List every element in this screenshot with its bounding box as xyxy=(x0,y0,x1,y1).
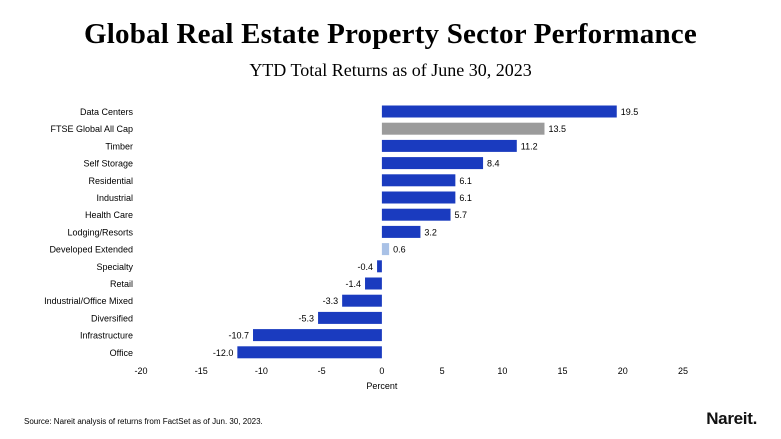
data-label: 6.1 xyxy=(459,176,472,186)
category-label: Office xyxy=(110,348,133,358)
category-label: Timber xyxy=(105,141,133,151)
bar xyxy=(381,122,545,135)
data-label: 11.2 xyxy=(521,141,538,151)
data-label: -1.4 xyxy=(346,279,362,289)
x-tick-label: 25 xyxy=(678,366,688,376)
category-label: Lodging/Resorts xyxy=(67,227,133,237)
x-axis-label: Percent xyxy=(366,381,398,391)
data-label: -5.3 xyxy=(299,313,315,323)
bar xyxy=(381,105,617,118)
bar xyxy=(365,277,382,290)
category-label: Infrastructure xyxy=(80,331,133,341)
bar xyxy=(381,174,456,187)
category-label: Specialty xyxy=(96,262,133,272)
x-tick-label: -5 xyxy=(318,366,326,376)
category-label: Health Care xyxy=(85,210,133,220)
category-label: Data Centers xyxy=(80,107,134,117)
bar xyxy=(381,191,456,204)
data-label: -0.4 xyxy=(358,262,374,272)
bar xyxy=(381,157,484,170)
data-label: 3.2 xyxy=(424,227,437,237)
bar xyxy=(253,329,382,342)
bar xyxy=(381,225,421,238)
category-label: Industrial xyxy=(96,193,133,203)
category-label: FTSE Global All Cap xyxy=(50,124,133,134)
data-label: 13.5 xyxy=(548,124,566,134)
x-tick-label: 20 xyxy=(618,366,628,376)
data-label: 5.7 xyxy=(455,210,468,220)
x-tick-label: -10 xyxy=(255,366,268,376)
bar xyxy=(377,260,382,273)
bar xyxy=(342,294,382,307)
category-label: Industrial/Office Mixed xyxy=(44,296,133,306)
x-tick-label: -20 xyxy=(134,366,147,376)
bar-chart: Data Centers 19.5 FTSE Global All Cap 13.5 T… xyxy=(44,105,688,391)
bar xyxy=(381,139,517,152)
category-label: Retail xyxy=(110,279,133,289)
chart-title: Global Real Estate Property Sector Perfo… xyxy=(84,18,697,50)
bar xyxy=(381,208,451,221)
source-note: Source: Nareit analysis of returns from … xyxy=(24,417,263,426)
bar xyxy=(237,346,382,359)
data-label: 8.4 xyxy=(487,159,500,169)
data-label: -3.3 xyxy=(323,296,339,306)
bar xyxy=(318,311,382,324)
x-tick-label: 5 xyxy=(440,366,445,376)
data-label: -12.0 xyxy=(213,348,234,358)
category-label: Residential xyxy=(88,176,133,186)
x-tick-label: -15 xyxy=(195,366,208,376)
data-label: -10.7 xyxy=(228,331,249,341)
chart-subtitle: YTD Total Returns as of June 30, 2023 xyxy=(249,60,532,80)
data-label: 19.5 xyxy=(621,107,639,117)
category-label: Diversified xyxy=(91,313,133,323)
bar xyxy=(381,243,390,256)
x-tick-label: 15 xyxy=(558,366,568,376)
category-label: Developed Extended xyxy=(49,245,133,255)
x-tick-label: 0 xyxy=(379,366,384,376)
nareit-logo: Nareit. xyxy=(706,409,757,428)
data-label: 6.1 xyxy=(459,193,472,203)
data-label: 0.6 xyxy=(393,245,406,255)
x-tick-label: 10 xyxy=(497,366,507,376)
category-label: Self Storage xyxy=(83,159,133,169)
